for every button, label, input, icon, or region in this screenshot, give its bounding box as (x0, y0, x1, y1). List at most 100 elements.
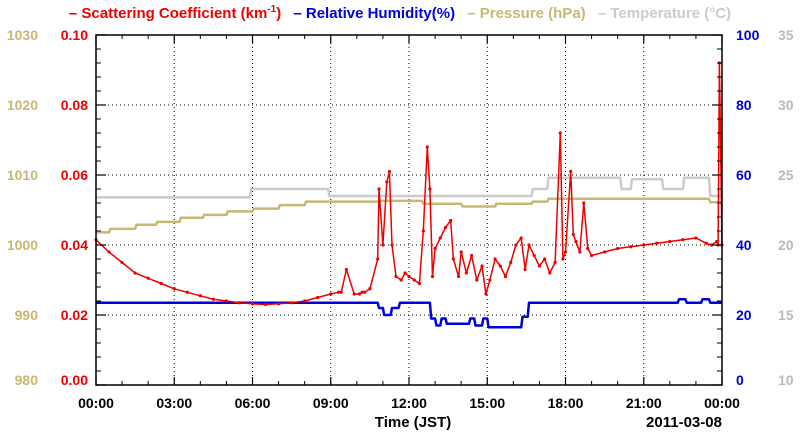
scattering-coefficient-point (376, 257, 380, 261)
scattering-tick-label: 0.04 (61, 237, 88, 253)
scattering-coefficient-point (553, 260, 557, 265)
scattering-coefficient-point (438, 236, 442, 240)
scattering-coefficient-point (290, 301, 294, 305)
x-tick-label: 06:00 (235, 395, 271, 411)
scattering-coefficient-point (574, 239, 578, 244)
scattering-coefficient-point (185, 290, 189, 294)
legend-humidity: – Relative Humidity(%) (293, 5, 456, 22)
x-tick-label: 12:00 (391, 395, 427, 411)
relative-humidity-line (96, 298, 722, 329)
scattering-coefficient-point (668, 239, 672, 244)
scattering-coefficient-point (694, 236, 698, 240)
legend-scattering-sup: -1 (267, 4, 277, 15)
temperature-tick-label: 20 (778, 237, 794, 253)
x-tick-label: 03:00 (156, 395, 192, 411)
scattering-coefficient-point (464, 271, 468, 275)
scattering-coefficient-point (399, 278, 403, 282)
scattering-coefficient-point (360, 290, 364, 294)
scattering-coefficient-point (357, 292, 362, 296)
scattering-coefficient-point (172, 287, 176, 291)
scattering-coefficient-point (655, 241, 659, 245)
legend-pressure: – Pressure (hPa) (467, 5, 586, 22)
pressure-tick-label: 980 (15, 372, 39, 388)
x-tick-label: 18:00 (548, 395, 584, 411)
humidity-tick-label: 80 (736, 97, 752, 113)
scattering-coefficient-point (407, 274, 411, 279)
legend-scattering-suffix: ) (276, 5, 282, 22)
scattering-coefficient-point (377, 187, 381, 191)
scattering-coefficient-point (586, 246, 590, 251)
scattering-coefficient-point (336, 290, 341, 294)
scattering-coefficient-point (421, 229, 425, 233)
scattering-coefficient-point (537, 264, 542, 268)
scattering-coefficient-point (578, 250, 582, 254)
pressure-tick-label: 1010 (7, 167, 38, 183)
pressure-tick-label: 990 (15, 307, 39, 323)
scattering-coefficient-point (523, 267, 527, 272)
temperature-tick-label: 10 (778, 372, 794, 388)
temperature-line (96, 176, 722, 199)
scattering-coefficient-point (449, 218, 453, 223)
scattering-tick-label: 0.00 (61, 372, 88, 388)
scattering-coefficient-point (344, 267, 348, 272)
scattering-coefficient-point (681, 238, 685, 242)
scattering-coefficient-point (589, 253, 594, 258)
chart-legend: – Scattering Coefficient (km-1) – Relati… (0, 4, 800, 22)
scattering-coefficient-point (237, 301, 242, 305)
scattering-coefficient-point (198, 294, 202, 298)
scattering-coefficient-point (433, 246, 437, 251)
humidity-tick-label: 60 (736, 167, 752, 183)
scattering-coefficient-point (704, 241, 708, 245)
scattering-coefficient-point (211, 297, 215, 301)
scattering-coefficient-point (488, 278, 492, 282)
temperature-tick-label: 15 (778, 307, 794, 323)
pressure-line (96, 197, 722, 234)
x-axis-title: Time (JST) (375, 414, 451, 431)
scattering-coefficient-point (276, 302, 281, 306)
temperature-tick-label: 25 (778, 167, 794, 183)
scattering-coefficient-point (498, 264, 502, 268)
scattering-coefficient-point (403, 271, 407, 275)
scattering-coefficient-point (642, 243, 646, 247)
scattering-coefficient-point (532, 253, 536, 258)
scattering-coefficient-point (470, 253, 474, 258)
scattering-coefficient-point (250, 302, 255, 306)
scattering-coefficient-point (425, 145, 429, 149)
scattering-coefficient-point (412, 278, 416, 282)
scattering-coefficient-point (558, 131, 562, 135)
scattering-coefficient-point (527, 243, 531, 247)
scattering-coefficient-point (561, 257, 565, 261)
scattering-coefficient-point (303, 299, 307, 303)
scattering-coefficient-point (519, 236, 523, 240)
scattering-coefficient-point (133, 271, 137, 275)
pressure-tick-label: 1020 (7, 97, 38, 113)
scattering-coefficient-point (316, 295, 320, 300)
series-pressure (96, 197, 722, 234)
scattering-coefficient-point (107, 250, 111, 254)
x-tick-label: 09:00 (313, 395, 349, 411)
scattering-coefficient-point (715, 239, 719, 244)
scattering-coefficient-point (339, 290, 343, 294)
scattering-coefficient-point (329, 292, 333, 296)
x-tick-label: 00:00 (704, 395, 740, 411)
humidity-tick-label: 40 (736, 237, 752, 253)
scattering-tick-label: 0.08 (61, 97, 88, 113)
x-tick-label: 00:00 (78, 395, 114, 411)
scattering-tick-label: 0.10 (61, 27, 88, 43)
x-tick-label: 21:00 (626, 395, 662, 411)
scattering-coefficient-point (368, 287, 372, 291)
scattering-coefficient-point (569, 169, 573, 174)
humidity-tick-label: 0 (736, 372, 744, 388)
series-scattering-coefficient (94, 61, 724, 307)
scattering-coefficient-point (352, 292, 356, 296)
pressure-tick-label: 1030 (7, 27, 38, 43)
series-relative-humidity (96, 298, 722, 329)
scattering-coefficient-point (428, 187, 432, 191)
scattering-coefficient-point (571, 232, 575, 237)
legend-scattering-prefix: – Scattering Coefficient (km (68, 5, 268, 22)
scattering-coefficient-point (709, 243, 714, 247)
legend-temperature: – Temperature (°C) (597, 5, 732, 22)
series-temperature (96, 176, 722, 199)
scattering-coefficient-point (387, 169, 392, 174)
